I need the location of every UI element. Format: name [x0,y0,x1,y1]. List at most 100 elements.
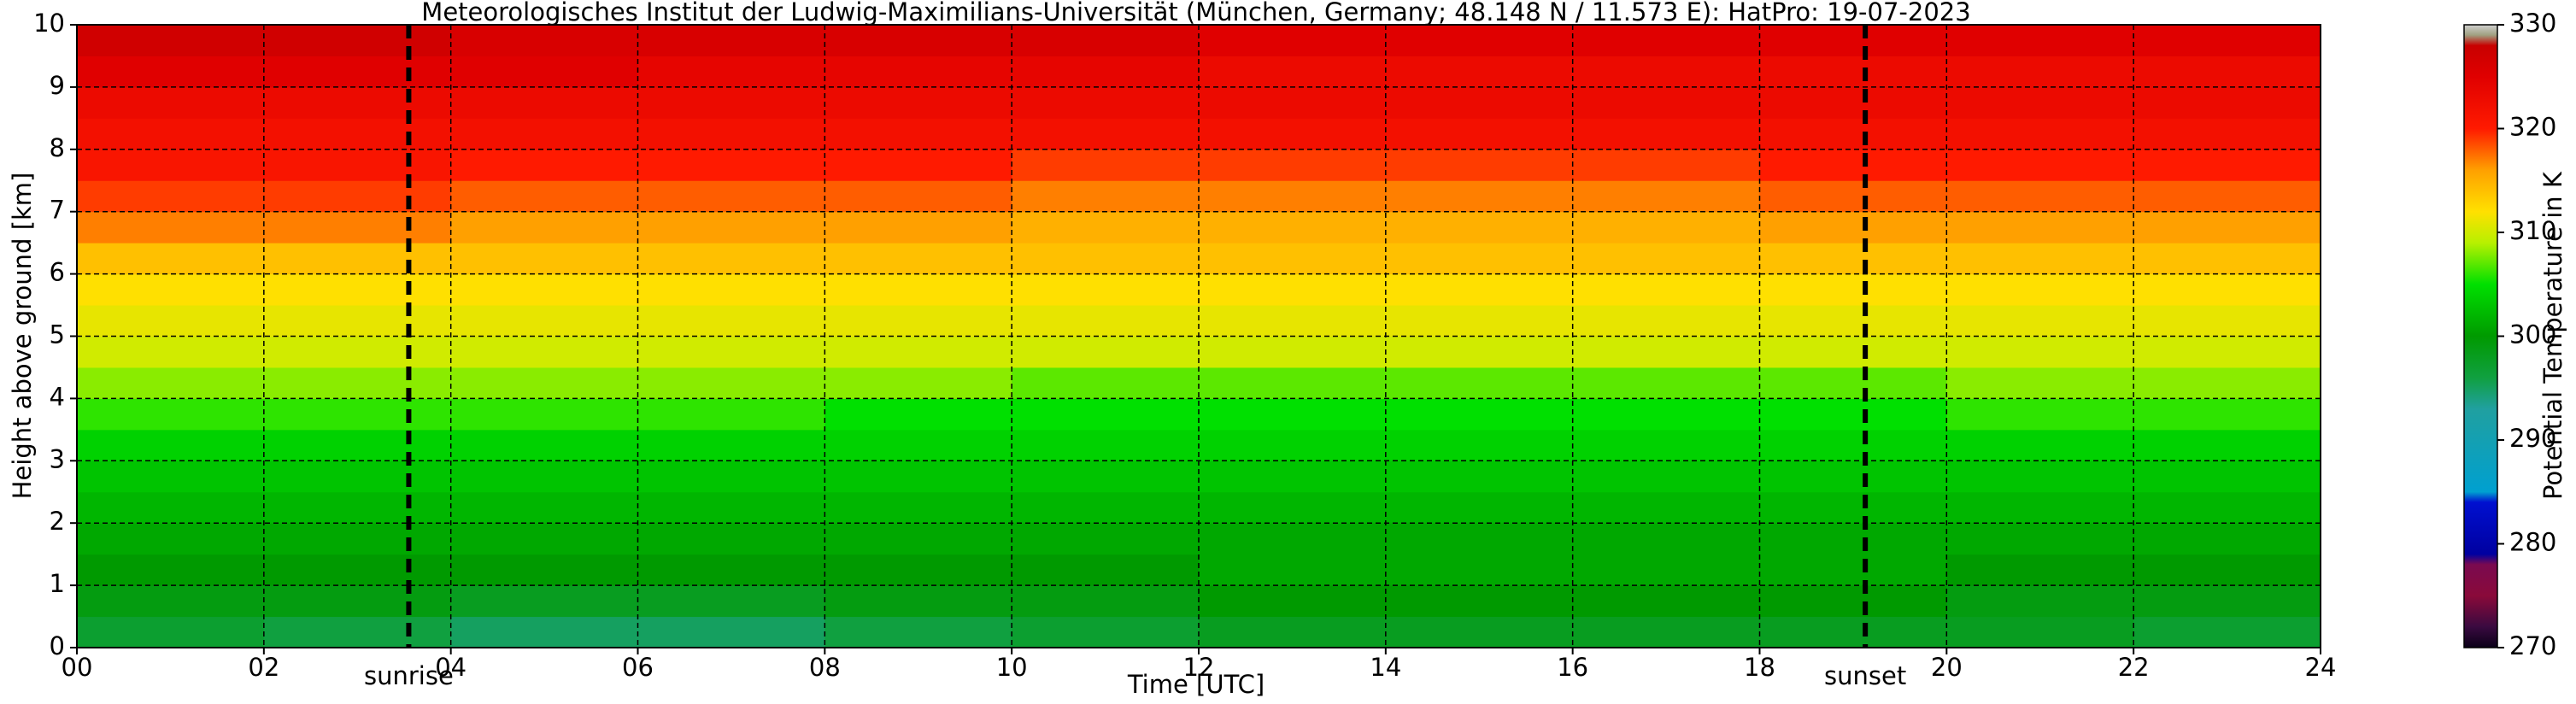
heatmap-cell [637,429,825,461]
heatmap-cell [1012,25,1200,56]
heatmap-cell [1946,243,2134,275]
colorbar-tick-label: 290 [2509,424,2556,453]
heatmap-cell [1012,243,1200,275]
heatmap-cell [637,491,825,524]
annotation-label: sunrise [364,661,454,690]
colorbar-tick-label: 280 [2509,528,2556,557]
heatmap-cell [637,180,825,213]
heatmap-cell [1759,616,1947,648]
heatmap-cell [1385,56,1574,88]
heatmap-cell [77,118,265,150]
heatmap-cell [1385,554,1574,586]
heatmap-cell [824,585,1012,618]
heatmap-cell [1759,554,1947,586]
heatmap-cell [263,616,452,648]
heatmap-cell [263,554,452,586]
colorbar-label: Potential Temperature in K [2538,171,2567,500]
heatmap-cell [263,398,452,431]
heatmap-cell [637,56,825,88]
heatmap-cell [77,616,265,648]
heatmap-cell [1385,336,1574,368]
heatmap-cell [637,118,825,150]
heatmap-cell [263,336,452,368]
heatmap-cell [1946,149,2134,181]
heatmap-cell [1759,118,1947,150]
heatmap-cell [824,429,1012,461]
heatmap-cell [1012,305,1200,337]
heatmap-cell [1946,523,2134,555]
heatmap-cell [1199,336,1387,368]
heatmap-cell [1385,243,1574,275]
heatmap-cell [1199,367,1387,399]
heatmap-cell [1012,56,1200,88]
colorbar-tick-label: 330 [2509,9,2556,38]
heatmap-cell [450,56,638,88]
heatmap-cell [637,367,825,399]
heatmap-cell [1385,305,1574,337]
heatmap-cell [824,491,1012,524]
heatmap-cell [1572,243,1760,275]
heatmap-cell [637,336,825,368]
heatmap-cell [77,367,265,399]
heatmap-cell [1385,367,1574,399]
heatmap-cell [1759,336,1947,368]
heatmap-cell [824,523,1012,555]
heatmap-cell [1199,243,1387,275]
heatmap-cell [824,149,1012,181]
heatmap-cell [824,86,1012,119]
heatmap-cell [1572,429,1760,461]
heatmap-cell [1946,180,2134,213]
x-tick-label: 24 [2305,653,2337,682]
annotation-label: sunset [1824,661,1906,690]
heatmap-cell [1946,273,2134,306]
heatmap-cell [1759,180,1947,213]
heatmap-cell [637,305,825,337]
heatmap-cell [1385,273,1574,306]
heatmap-cell [1385,86,1574,119]
heatmap-cell [1759,25,1947,56]
heatmap-cell [1572,305,1760,337]
heatmap-cell [1012,211,1200,243]
heatmap-cell [1572,367,1760,399]
heatmap-cell [1199,523,1387,555]
heatmap-cell [637,616,825,648]
heatmap-cell [1385,398,1574,431]
heatmap-cell [637,523,825,555]
colorbar-tick-label: 300 [2509,320,2556,349]
heatmap-cell [1385,585,1574,618]
heatmap-cell [1572,273,1760,306]
heatmap-cell [450,273,638,306]
heatmap-cell [450,305,638,337]
heatmap-cell [1759,211,1947,243]
heatmap-cell [450,461,638,493]
y-tick-label: 3 [50,444,65,473]
heatmap-cell [1946,585,2134,618]
heatmap-cell [1012,273,1200,306]
heatmap-cell [1012,86,1200,119]
heatmap-cell [824,243,1012,275]
heatmap-cell [2133,273,2321,306]
heatmap-cell [1759,398,1947,431]
heatmap-cell [1199,25,1387,56]
heatmap-cell [2133,491,2321,524]
heatmap-cell [2133,429,2321,461]
heatmap-cell [1572,491,1760,524]
heatmap-cell [263,56,452,88]
heatmap-cell [263,429,452,461]
heatmap-cell [77,273,265,306]
heatmap-cell [1572,25,1760,56]
heatmap-cell [1946,461,2134,493]
heatmap-cell [263,367,452,399]
y-tick-label: 4 [50,382,65,411]
heatmap-cell [1759,585,1947,618]
heatmap-cell [2133,180,2321,213]
heatmap-cell [1199,118,1387,150]
heatmap-cell [1199,398,1387,431]
heatmap-cell [1012,180,1200,213]
heatmap-cell [1199,149,1387,181]
heatmap-cell [450,367,638,399]
y-tick-label: 0 [50,631,65,660]
heatmap-cell [1572,461,1760,493]
heatmap-cell [1012,554,1200,586]
heatmap-cell [2133,336,2321,368]
